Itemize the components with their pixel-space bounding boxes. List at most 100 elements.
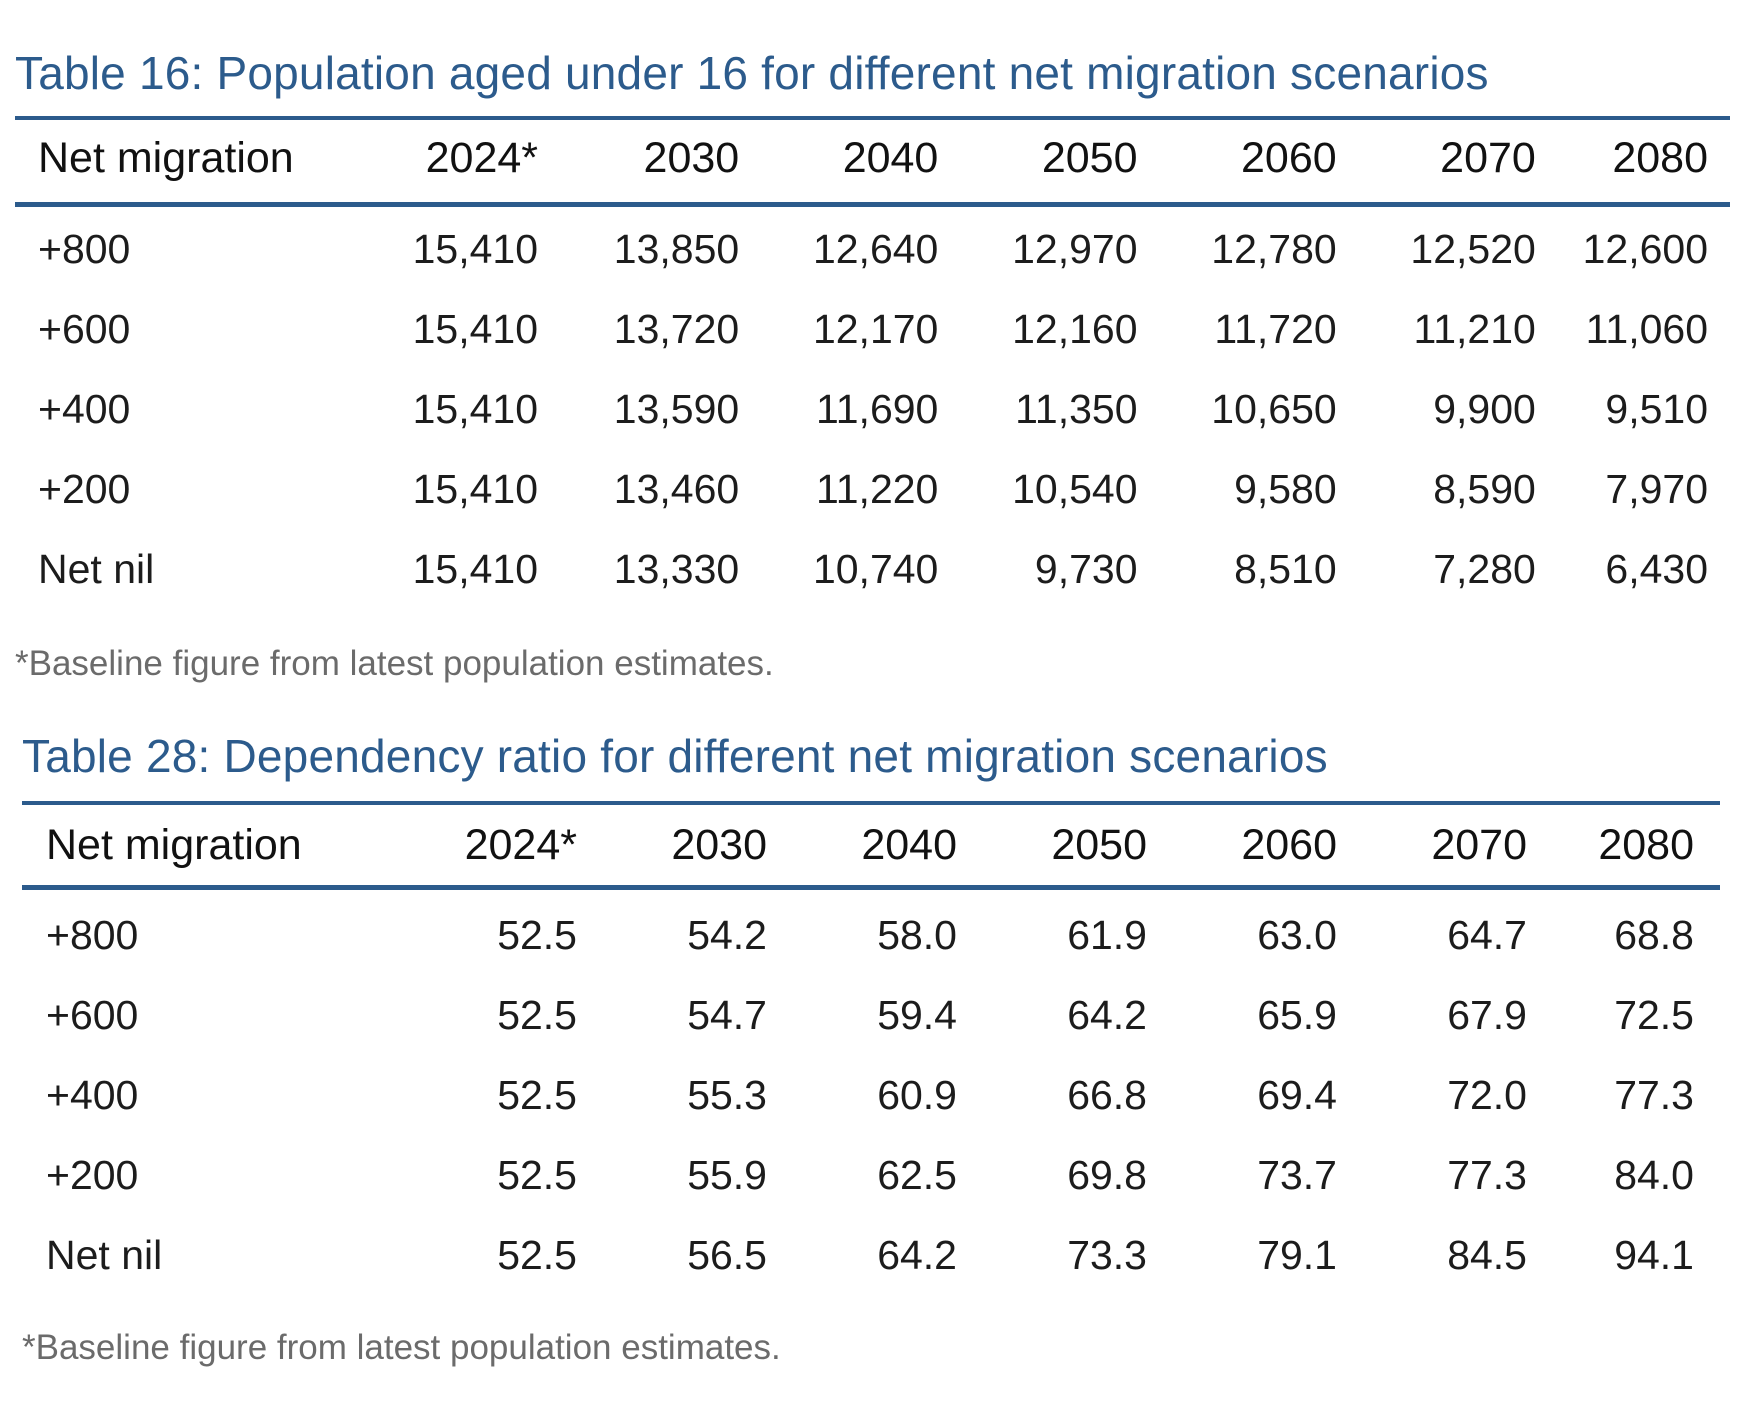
- column-header: Net migration: [46, 820, 302, 869]
- table-cell: 79.1: [1257, 1231, 1337, 1278]
- table-cell: 94.1: [1614, 1231, 1694, 1278]
- table-cell: 56.5: [687, 1231, 767, 1278]
- table-cell: 13,850: [613, 225, 740, 272]
- table-cell: 7,280: [1433, 545, 1536, 592]
- table-cell: 72.5: [1614, 991, 1694, 1038]
- row-label: +200: [46, 1151, 139, 1198]
- table-cell: 9,580: [1234, 465, 1337, 512]
- table-cell: 12,640: [812, 225, 939, 272]
- row-label: +600: [46, 991, 139, 1038]
- table-cell: 52.5: [497, 911, 577, 958]
- column-header: 2040: [861, 820, 957, 869]
- table-row: Net nil 15,410 13,330 10,740 9,730 8,510…: [15, 529, 1730, 609]
- table-cell: 13,720: [613, 305, 740, 352]
- table-cell: 12,170: [812, 305, 939, 352]
- table-cell: 8,510: [1234, 545, 1337, 592]
- table-cell: 13,460: [613, 465, 740, 512]
- table-cell: 13,590: [613, 385, 740, 432]
- table-cell: 59.4: [877, 991, 957, 1038]
- table-cell: 61.9: [1067, 911, 1147, 958]
- table-cell: 15,410: [412, 385, 539, 432]
- table-row: +200 15,410 13,460 11,220 10,540 9,580 8…: [15, 449, 1730, 529]
- row-label: +800: [46, 911, 139, 958]
- table-cell: 12,520: [1410, 225, 1536, 272]
- table-cell: 84.0: [1614, 1151, 1694, 1198]
- row-label: Net nil: [46, 1231, 163, 1278]
- row-label: +200: [38, 465, 131, 512]
- column-header: 2040: [842, 133, 939, 182]
- column-header: 2060: [1241, 133, 1337, 182]
- table-cell: 54.2: [687, 911, 767, 958]
- column-header: 2070: [1431, 820, 1527, 869]
- table-cell: 13,330: [613, 545, 740, 592]
- table-cell: 58.0: [877, 911, 957, 958]
- table-cell: 72.0: [1447, 1071, 1527, 1118]
- table-16-footnote: *Baseline figure from latest population …: [15, 644, 774, 683]
- table-16-title: Table 16: Population aged under 16 for d…: [15, 47, 1489, 99]
- table-row: +400 52.5 55.3 60.9 66.8 69.4 72.0 77.3: [22, 1055, 1720, 1135]
- table-cell: 10,540: [1012, 465, 1138, 512]
- column-header: 2050: [1051, 820, 1147, 869]
- column-header: 2030: [671, 820, 767, 869]
- table-cell: 15,410: [412, 225, 539, 272]
- column-header: 2080: [1598, 820, 1694, 869]
- table-cell: 64.2: [1067, 991, 1147, 1038]
- table-cell: 11,220: [816, 465, 939, 512]
- table-cell: 12,160: [1012, 305, 1138, 352]
- table-cell: 68.8: [1614, 911, 1694, 958]
- column-header: Net migration: [38, 133, 294, 182]
- row-label: Net nil: [38, 545, 155, 592]
- table-row: +600 15,410 13,720 12,170 12,160 11,720 …: [15, 289, 1730, 369]
- table-cell: 54.7: [687, 991, 767, 1038]
- table-cell: 52.5: [497, 1071, 577, 1118]
- table-16-header-rule: [15, 202, 1730, 207]
- table-16: Net migration 2024* 2030 2040 2050 2060 …: [15, 120, 1730, 609]
- column-header: 2070: [1440, 133, 1536, 182]
- table-row: +400 15,410 13,590 11,690 11,350 10,650 …: [15, 369, 1730, 449]
- table-cell: 55.9: [687, 1151, 767, 1198]
- table-row: +800 52.5 54.2 58.0 61.9 63.0 64.7 68.8: [22, 895, 1720, 975]
- table-16-top-rule: [15, 116, 1730, 120]
- table-cell: 8,590: [1433, 465, 1536, 512]
- table-cell: 11,690: [816, 385, 939, 432]
- table-cell: 66.8: [1067, 1071, 1147, 1118]
- table-28-header-rule: [22, 885, 1720, 890]
- column-header: 2060: [1241, 820, 1337, 869]
- table-cell: 11,350: [1015, 385, 1138, 432]
- table-row: Net nil 52.5 56.5 64.2 73.3 79.1 84.5 94…: [22, 1215, 1720, 1295]
- table-cell: 73.7: [1257, 1151, 1337, 1198]
- table-row: +200 52.5 55.9 62.5 69.8 73.7 77.3 84.0: [22, 1135, 1720, 1215]
- table-cell: 62.5: [877, 1151, 957, 1198]
- row-label: +800: [38, 225, 131, 272]
- column-header: 2024*: [464, 820, 577, 869]
- table-cell: 60.9: [877, 1071, 957, 1118]
- table-cell: 65.9: [1257, 991, 1337, 1038]
- table-cell: 77.3: [1447, 1151, 1527, 1198]
- row-label: +400: [38, 385, 131, 432]
- table-28-top-rule: [22, 801, 1720, 805]
- row-label: +400: [46, 1071, 139, 1118]
- table-cell: 11,210: [1413, 305, 1536, 352]
- table-28: Net migration 2024* 2030 2040 2050 2060 …: [22, 805, 1720, 1295]
- table-28-footnote: *Baseline figure from latest population …: [22, 1328, 781, 1367]
- column-header: 2050: [1041, 133, 1138, 182]
- table-cell: 55.3: [687, 1071, 767, 1118]
- table-28-header-row: Net migration 2024* 2030 2040 2050 2060 …: [22, 805, 1720, 885]
- table-cell: 12,970: [1012, 225, 1138, 272]
- table-cell: 52.5: [497, 1231, 577, 1278]
- table-cell: 9,900: [1433, 385, 1536, 432]
- table-cell: 84.5: [1447, 1231, 1527, 1278]
- table-cell: 77.3: [1614, 1071, 1694, 1118]
- table-cell: 11,060: [1585, 305, 1708, 352]
- table-cell: 69.4: [1257, 1071, 1337, 1118]
- table-row: +600 52.5 54.7 59.4 64.2 65.9 67.9 72.5: [22, 975, 1720, 1055]
- table-row: +800 15,410 13,850 12,640 12,970 12,780 …: [15, 209, 1730, 289]
- table-cell: 9,730: [1034, 545, 1138, 592]
- table-cell: 69.8: [1067, 1151, 1147, 1198]
- table-cell: 52.5: [497, 1151, 577, 1198]
- table-cell: 9,510: [1605, 385, 1708, 432]
- table-cell: 73.3: [1067, 1231, 1147, 1278]
- table-16-header-row: Net migration 2024* 2030 2040 2050 2060 …: [15, 120, 1730, 196]
- column-header: 2024*: [425, 133, 539, 182]
- table-cell: 15,410: [412, 545, 539, 592]
